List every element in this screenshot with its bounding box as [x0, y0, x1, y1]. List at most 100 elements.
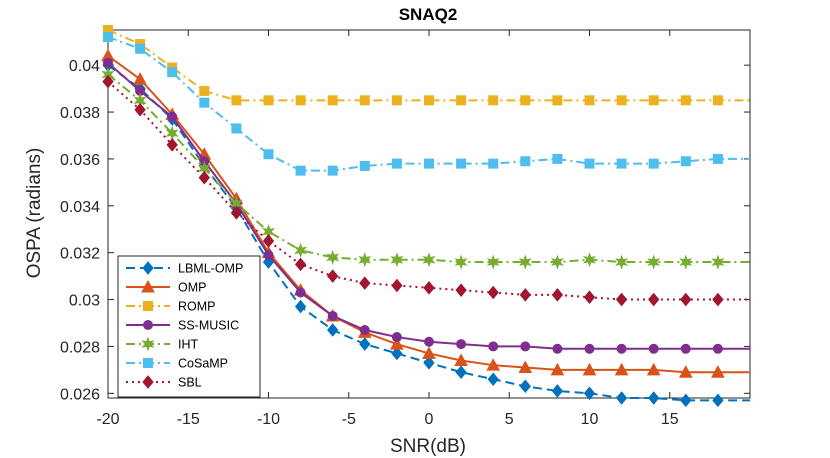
data-point	[327, 95, 338, 106]
data-point	[327, 323, 339, 337]
data-point	[712, 393, 724, 408]
data-point	[199, 97, 210, 108]
data-point	[391, 158, 402, 169]
data-point	[456, 158, 467, 169]
data-point	[391, 332, 402, 343]
data-point	[487, 285, 499, 300]
data-point	[614, 362, 629, 376]
data-point	[456, 95, 467, 106]
data-point	[391, 346, 403, 361]
data-point	[648, 343, 659, 354]
data-point	[520, 95, 531, 106]
data-point	[454, 254, 468, 270]
legend-entry: OMP	[126, 279, 206, 295]
legend-marker	[141, 336, 155, 352]
data-point	[167, 111, 178, 122]
data-point	[359, 95, 370, 106]
legend-label: SBL	[178, 376, 202, 390]
data-point	[582, 252, 597, 268]
data-point	[454, 353, 468, 366]
data-point	[584, 343, 595, 354]
y-tick-labels: 0.026 0.028 0.03 0.032 0.034 0.036 0.038 0.04	[60, 58, 100, 403]
data-point	[326, 249, 340, 265]
legend-label: CoSaMP	[178, 357, 228, 371]
y-axis-label: OSPA (radians)	[24, 148, 45, 279]
y-tick-label: 0.026	[60, 386, 100, 403]
data-point	[359, 325, 370, 336]
data-point	[423, 356, 435, 370]
data-point	[263, 250, 274, 261]
data-point	[488, 341, 499, 352]
x-tick-label: -20	[96, 411, 119, 428]
x-tick-label: 0	[425, 411, 434, 428]
x-tick-label: 10	[581, 411, 599, 428]
data-point	[615, 391, 628, 405]
data-point	[550, 254, 564, 270]
data-point	[456, 339, 467, 350]
data-point	[294, 299, 307, 314]
data-point	[424, 158, 434, 169]
legend-label: SS-MUSIC	[178, 319, 239, 333]
x-tick-label: -10	[257, 411, 280, 428]
legend-marker	[143, 301, 153, 311]
y-tick-label: 0.034	[60, 199, 100, 216]
data-point	[390, 337, 404, 350]
data-point	[680, 95, 691, 106]
series-layer	[101, 25, 750, 408]
data-point	[647, 254, 661, 270]
data-point	[648, 95, 659, 106]
data-point	[519, 288, 531, 302]
plot-area	[101, 25, 751, 408]
y-tick-label: 0.038	[60, 105, 100, 122]
legend-marker	[143, 358, 153, 368]
data-point	[615, 292, 628, 307]
x-tick-label: -15	[177, 411, 200, 428]
data-point	[552, 343, 563, 354]
data-point	[486, 358, 501, 371]
data-point	[488, 158, 499, 169]
data-point	[391, 95, 402, 106]
y-tick-label: 0.03	[69, 293, 100, 310]
data-point	[712, 343, 723, 354]
legend: LBML-OMP OMP ROMP SS-MUSIC IHT CoSaMP SBL	[117, 255, 261, 398]
legend-marker	[142, 375, 154, 389]
data-point	[134, 102, 146, 117]
data-point	[712, 95, 723, 106]
data-point	[263, 149, 274, 160]
data-point	[680, 393, 692, 408]
data-point	[424, 95, 434, 106]
data-point	[584, 95, 595, 106]
data-point	[520, 341, 531, 352]
data-point	[294, 257, 307, 272]
data-point	[231, 123, 242, 134]
data-point	[550, 362, 565, 376]
legend-label: OMP	[178, 281, 206, 295]
series-sbl	[102, 74, 750, 307]
legend-label: IHT	[178, 338, 199, 352]
data-point	[166, 138, 178, 152]
data-point	[359, 160, 370, 171]
data-point	[133, 72, 147, 85]
data-point	[518, 360, 533, 374]
data-point	[390, 252, 404, 268]
data-point	[583, 290, 596, 304]
x-tick-label: -5	[342, 411, 356, 428]
data-point	[102, 74, 114, 89]
data-point	[680, 343, 691, 354]
data-point	[199, 85, 210, 96]
data-point	[519, 379, 531, 394]
data-point	[359, 337, 371, 351]
chart-title: SNAQ2	[399, 5, 458, 24]
data-point	[294, 242, 308, 258]
series-cosamp	[103, 32, 750, 176]
data-point	[263, 95, 274, 106]
legend-label: ROMP	[178, 300, 216, 314]
y-tick-label: 0.028	[60, 339, 100, 356]
legend-entry: IHT	[126, 336, 199, 352]
data-point	[488, 95, 499, 106]
y-tick-label: 0.036	[60, 152, 100, 169]
data-point	[198, 170, 210, 185]
data-point	[103, 57, 113, 68]
data-point	[391, 278, 403, 293]
